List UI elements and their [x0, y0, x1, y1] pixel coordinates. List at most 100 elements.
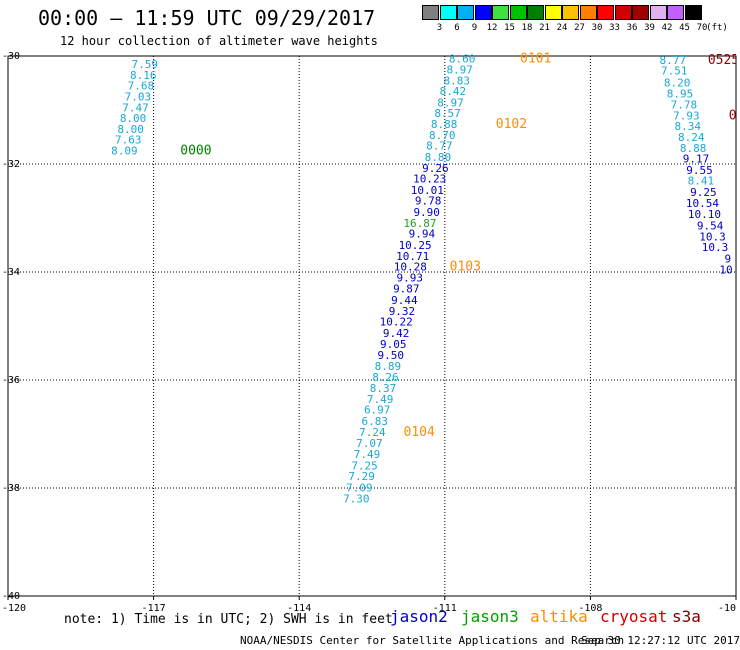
colorbar-swatch — [632, 5, 649, 20]
wave-height-label: 8.77 — [426, 140, 453, 153]
wave-height-label: 8.37 — [370, 382, 397, 395]
colorbar-tick-label: 39 — [644, 23, 655, 33]
y-tick-label: -36 — [2, 375, 20, 386]
x-tick-label: -120 — [2, 603, 26, 614]
colorbar-tick-label: 42 — [661, 23, 673, 33]
wave-height-label: 7.93 — [673, 109, 700, 122]
colorbar-swatch — [667, 5, 684, 20]
wave-height-label: 7.24 — [359, 426, 386, 439]
wave-height-label: 8.57 — [434, 107, 461, 120]
wave-height-label: 9.55 — [686, 164, 713, 177]
footer-timestamp: Sep 30 12:27:12 UTC 2017 — [581, 634, 740, 647]
wave-height-label: 16.87 — [403, 217, 436, 230]
wave-height-label: 9.90 — [413, 206, 440, 219]
colorbar-tick-label: 30 — [591, 23, 603, 33]
legend-jason2: jason2 — [390, 607, 448, 626]
time-label: 0104 — [404, 425, 435, 440]
legend-jason3: jason3 — [461, 607, 519, 626]
wave-height-label: 8.88 — [431, 118, 458, 131]
wave-height-label: 7.07 — [356, 437, 383, 450]
wave-height-label: 9.42 — [383, 327, 410, 340]
wave-height-label: 10.01 — [411, 184, 444, 197]
wave-height-label: 7.29 — [348, 470, 375, 483]
colorbar-swatch — [527, 5, 544, 20]
y-tick-label: -40 — [2, 591, 20, 602]
wave-height-label: 9.54 — [697, 220, 724, 233]
wave-height-label: 7.59 — [131, 58, 158, 71]
wave-height-label: 7.03 — [125, 91, 152, 104]
wave-height-label: 9.93 — [396, 271, 423, 284]
note-text: note: 1) Time is in UTC; 2) SWH is in fe… — [64, 612, 393, 627]
colorbar-swatch — [579, 5, 597, 20]
colorbar-swatch — [492, 5, 509, 20]
wave-height-label: 6.83 — [362, 415, 389, 428]
wave-height-label: 10.28 — [394, 261, 427, 274]
colorbar-swatch — [544, 5, 562, 20]
footer-credit: NOAA/NESDIS Center for Satellite Applica… — [240, 634, 625, 647]
wave-height-label: 8.97 — [446, 64, 473, 77]
wave-height-label: 10.10 — [688, 208, 721, 221]
colorbar-swatch — [439, 5, 457, 20]
wave-height-label: 8.60 — [449, 53, 476, 66]
y-tick-label: -38 — [2, 483, 20, 494]
wave-height-label: 8.70 — [429, 129, 456, 142]
plot-frame — [7, 55, 737, 597]
colorbar-unit-label: (ft) — [706, 23, 728, 33]
wave-height-label: 7.09 — [346, 481, 373, 494]
colorbar-tick-label: 18 — [521, 23, 533, 33]
wave-height-label: 8.24 — [678, 131, 705, 144]
wave-height-label: 7.49 — [367, 393, 394, 406]
wave-height-label: 9.25 — [690, 186, 717, 199]
wave-height-label: 8.83 — [444, 74, 471, 87]
wave-height-label: 7.47 — [122, 101, 149, 114]
legend-altika: altika — [530, 607, 588, 626]
colorbar-tick-label: 70 — [696, 23, 708, 33]
colorbar-swatch — [457, 5, 474, 20]
x-tick-label: -111 — [433, 603, 457, 614]
wave-height-label: 9.44 — [391, 294, 418, 307]
legend-cryosat: cryosat — [600, 607, 668, 626]
wave-height-label: 10.22 — [380, 316, 413, 329]
time-label: 0101 — [520, 52, 551, 67]
colorbar-tick-label: 21 — [539, 23, 550, 33]
colorbar-tick-label: 33 — [609, 23, 620, 33]
wave-height-label: 8.20 — [664, 76, 691, 89]
colorbar-swatch — [614, 5, 632, 20]
chart-subtitle: 12 hour collection of altimeter wave hei… — [60, 34, 378, 48]
wave-height-label: 10.54 — [686, 197, 719, 210]
wave-height-label: 8.16 — [130, 69, 157, 82]
wave-height-label: 8.26 — [372, 371, 399, 384]
wave-height-label: 7.25 — [351, 459, 378, 472]
wave-height-label: 7.51 — [661, 65, 688, 78]
colorbar-tick-label: 45 — [679, 23, 690, 33]
colorbar-tick-label: 6 — [454, 23, 460, 33]
wave-height-label: 9.50 — [378, 349, 405, 362]
wave-height-label: 9.17 — [683, 153, 710, 166]
wave-height-label: 8.09 — [111, 145, 138, 158]
x-tick-label: -10 — [718, 603, 736, 614]
wave-height-label: 7.78 — [671, 99, 698, 112]
colorbar-tick-label: 27 — [574, 23, 585, 33]
y-tick-label: -30 — [2, 51, 20, 62]
wave-height-label: 10 — [719, 263, 732, 276]
wave-height-label: 8.00 — [120, 112, 147, 125]
wave-height-label: 9.87 — [393, 283, 420, 296]
time-label: 0102 — [496, 117, 527, 132]
wave-height-label: 7.49 — [354, 448, 381, 461]
wave-height-label: 10.3 — [699, 230, 726, 243]
wave-height-label: 7.63 — [115, 134, 142, 147]
wave-height-label: 8.97 — [437, 96, 464, 109]
wave-height-label: 8.77 — [660, 54, 687, 67]
colorbar-swatch — [474, 5, 492, 20]
wave-height-label: 9.32 — [389, 305, 416, 318]
wave-height-label: 10.23 — [413, 173, 446, 186]
wave-height-label: 6.97 — [364, 404, 391, 417]
x-tick-label: -108 — [578, 603, 602, 614]
x-tick-label: -117 — [142, 603, 166, 614]
wave-height-label: 8.00 — [117, 123, 144, 136]
wave-height-label: 8.88 — [680, 142, 707, 155]
legend-s3a: s3a — [672, 607, 701, 626]
wave-height-label: 8.42 — [440, 85, 467, 98]
wave-height-label: 8.89 — [375, 360, 402, 373]
